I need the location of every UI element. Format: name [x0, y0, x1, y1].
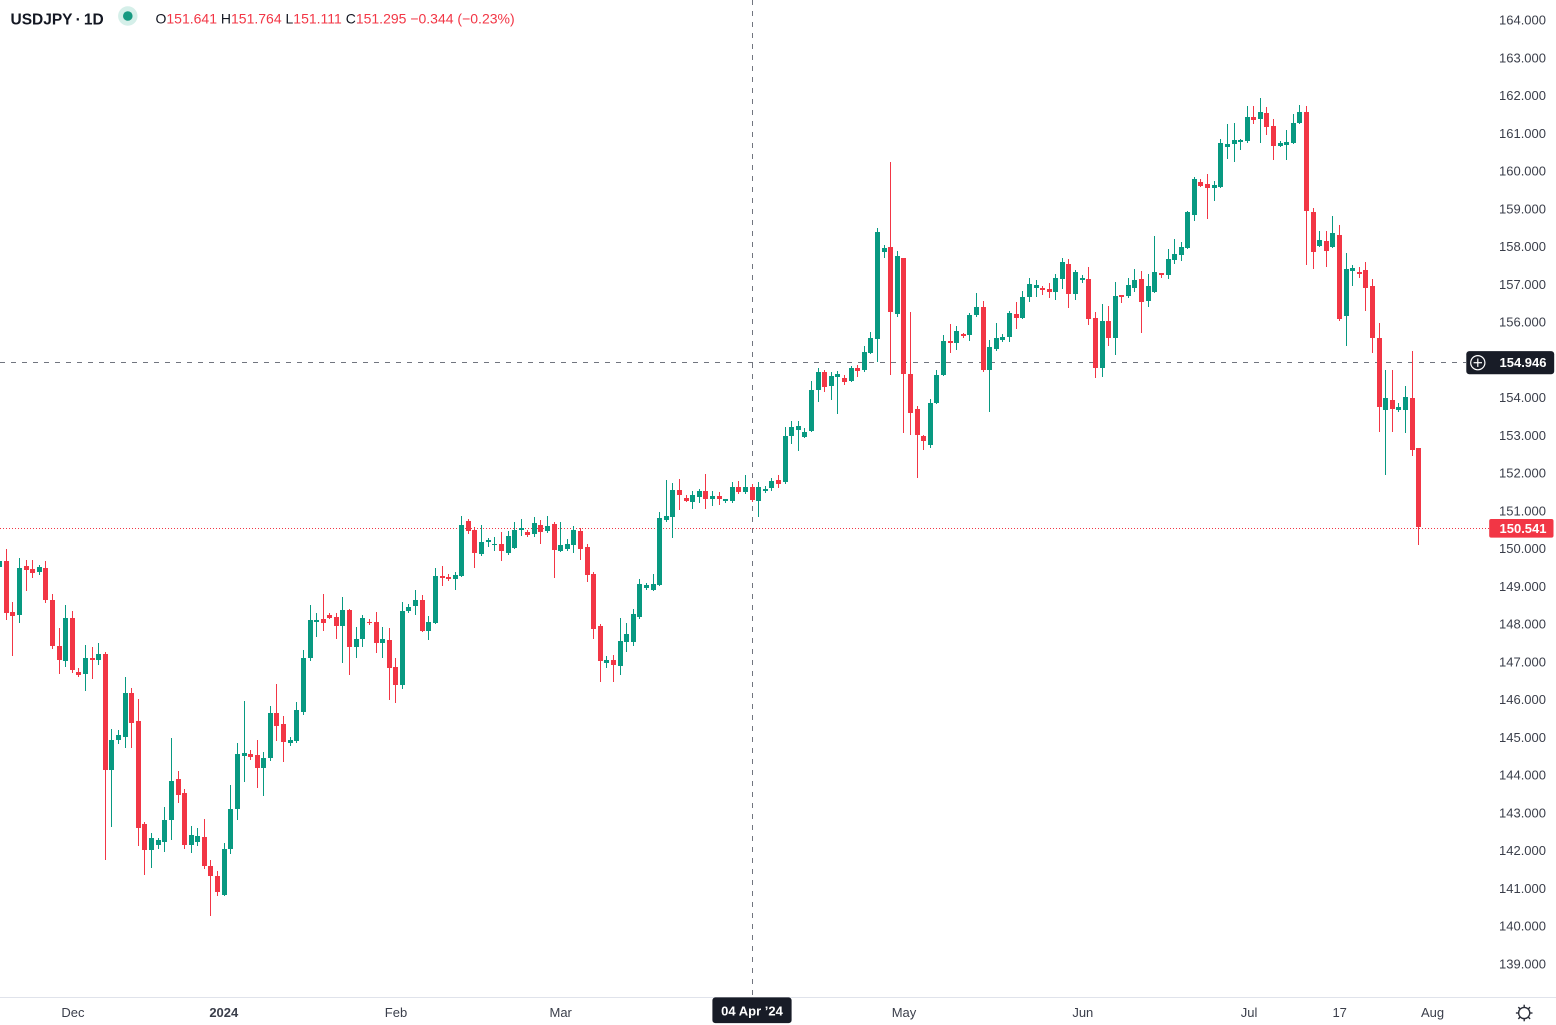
svg-text:153.000: 153.000: [1499, 428, 1546, 443]
svg-text:161.000: 161.000: [1499, 126, 1546, 141]
svg-text:139.000: 139.000: [1499, 957, 1546, 972]
svg-text:17: 17: [1332, 1005, 1346, 1020]
svg-text:150.000: 150.000: [1499, 541, 1546, 556]
svg-text:142.000: 142.000: [1499, 843, 1546, 858]
svg-text:Aug: Aug: [1421, 1005, 1444, 1020]
svg-text:162.000: 162.000: [1499, 88, 1546, 103]
svg-text:152.000: 152.000: [1499, 466, 1546, 481]
svg-text:Mar: Mar: [550, 1005, 573, 1020]
svg-text:04 Apr ’24: 04 Apr ’24: [721, 1004, 783, 1019]
svg-text:150.541: 150.541: [1500, 521, 1547, 536]
svg-text:149.000: 149.000: [1499, 579, 1546, 594]
svg-text:140.000: 140.000: [1499, 919, 1546, 934]
svg-text:O151.641 H151.764 L151.111 C15: O151.641 H151.764 L151.111 C151.295 −0.3…: [156, 11, 515, 27]
svg-text:157.000: 157.000: [1499, 277, 1546, 292]
svg-text:Jul: Jul: [1241, 1005, 1258, 1020]
svg-text:Jun: Jun: [1072, 1005, 1093, 1020]
svg-text:151.000: 151.000: [1499, 503, 1546, 518]
svg-text:163.000: 163.000: [1499, 50, 1546, 65]
svg-text:146.000: 146.000: [1499, 692, 1546, 707]
svg-text:May: May: [892, 1005, 917, 1020]
svg-text:141.000: 141.000: [1499, 881, 1546, 896]
svg-text:2024: 2024: [209, 1005, 239, 1020]
svg-text:Dec: Dec: [61, 1005, 85, 1020]
svg-text:154.946: 154.946: [1500, 355, 1547, 370]
svg-text:144.000: 144.000: [1499, 768, 1546, 783]
svg-text:143.000: 143.000: [1499, 806, 1546, 821]
svg-text:159.000: 159.000: [1499, 201, 1546, 216]
svg-text:160.000: 160.000: [1499, 164, 1546, 179]
svg-text:158.000: 158.000: [1499, 239, 1546, 254]
svg-text:Feb: Feb: [385, 1005, 407, 1020]
svg-text:147.000: 147.000: [1499, 654, 1546, 669]
svg-text:164.000: 164.000: [1499, 13, 1546, 28]
svg-text:145.000: 145.000: [1499, 730, 1546, 745]
svg-text:148.000: 148.000: [1499, 617, 1546, 632]
svg-text:USDJPY · 1D: USDJPY · 1D: [11, 11, 104, 28]
svg-text:154.000: 154.000: [1499, 390, 1546, 405]
svg-text:156.000: 156.000: [1499, 315, 1546, 330]
